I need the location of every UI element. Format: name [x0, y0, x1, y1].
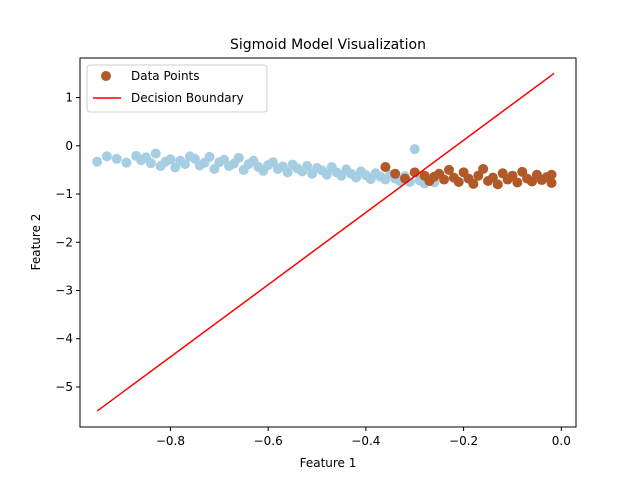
data-point-class-1: [478, 163, 489, 174]
data-point-class-0: [92, 156, 103, 167]
data-point-class-1: [399, 173, 410, 184]
legend-label-data-points: Data Points: [131, 69, 200, 83]
data-point-class-1: [443, 164, 454, 175]
x-tick-label: −0.2: [449, 434, 478, 448]
data-point-class-1: [512, 177, 523, 188]
x-tick-label: 0.0: [552, 434, 571, 448]
data-point-class-0: [409, 144, 420, 155]
data-point-class-0: [180, 159, 191, 170]
plot-area: [79, 57, 577, 428]
chart-title: Sigmoid Model Visualization: [230, 37, 426, 53]
decision-boundary-line: [96, 72, 555, 412]
data-point-class-0: [282, 167, 293, 178]
data-point-class-0: [121, 157, 132, 168]
y-tick-label: −1: [55, 187, 73, 201]
legend-label-decision-boundary: Decision Boundary: [131, 91, 244, 105]
data-point-class-0: [101, 151, 112, 162]
data-point-class-0: [150, 148, 161, 159]
y-tick-label: −3: [55, 283, 73, 297]
legend-frame: [86, 64, 268, 113]
y-tick-label: −2: [55, 235, 73, 249]
legend-marker-data-points: [101, 71, 111, 81]
data-point-class-1: [492, 179, 503, 190]
data-point-class-1: [453, 176, 464, 187]
decision-boundary-layer: [96, 72, 555, 412]
x-tick-label: −0.4: [351, 434, 380, 448]
data-point-class-1: [546, 177, 557, 188]
data-point-class-0: [204, 151, 215, 162]
axes-background: [80, 58, 576, 427]
x-axis-ticks: −0.8 −0.6 −0.4 −0.2 0.0: [156, 427, 571, 448]
data-point-class-0: [233, 152, 244, 163]
y-axis-ticks: 1 0 −1 −2 −3 −4 −5: [55, 91, 80, 394]
y-axis-label: Feature 2: [29, 214, 43, 271]
data-point-class-0: [321, 169, 332, 180]
data-point-class-0: [165, 154, 176, 165]
data-point-class-1: [468, 178, 479, 189]
data-point-class-1: [390, 168, 401, 179]
x-tick-label: −0.6: [254, 434, 283, 448]
data-point-class-1: [380, 162, 391, 173]
data-point-class-0: [145, 158, 156, 169]
y-tick-label: 1: [65, 91, 73, 105]
data-point-class-0: [302, 161, 313, 172]
data-point-class-1: [546, 169, 557, 180]
legend: Data Points Decision Boundary: [86, 64, 268, 113]
y-tick-label: 0: [65, 139, 73, 153]
x-tick-label: −0.8: [156, 434, 185, 448]
x-axis-label: Feature 1: [300, 456, 357, 470]
data-point-class-1: [439, 174, 450, 185]
y-tick-label: −4: [55, 332, 73, 346]
data-point-class-0: [111, 153, 122, 164]
y-tick-label: −5: [55, 380, 73, 394]
